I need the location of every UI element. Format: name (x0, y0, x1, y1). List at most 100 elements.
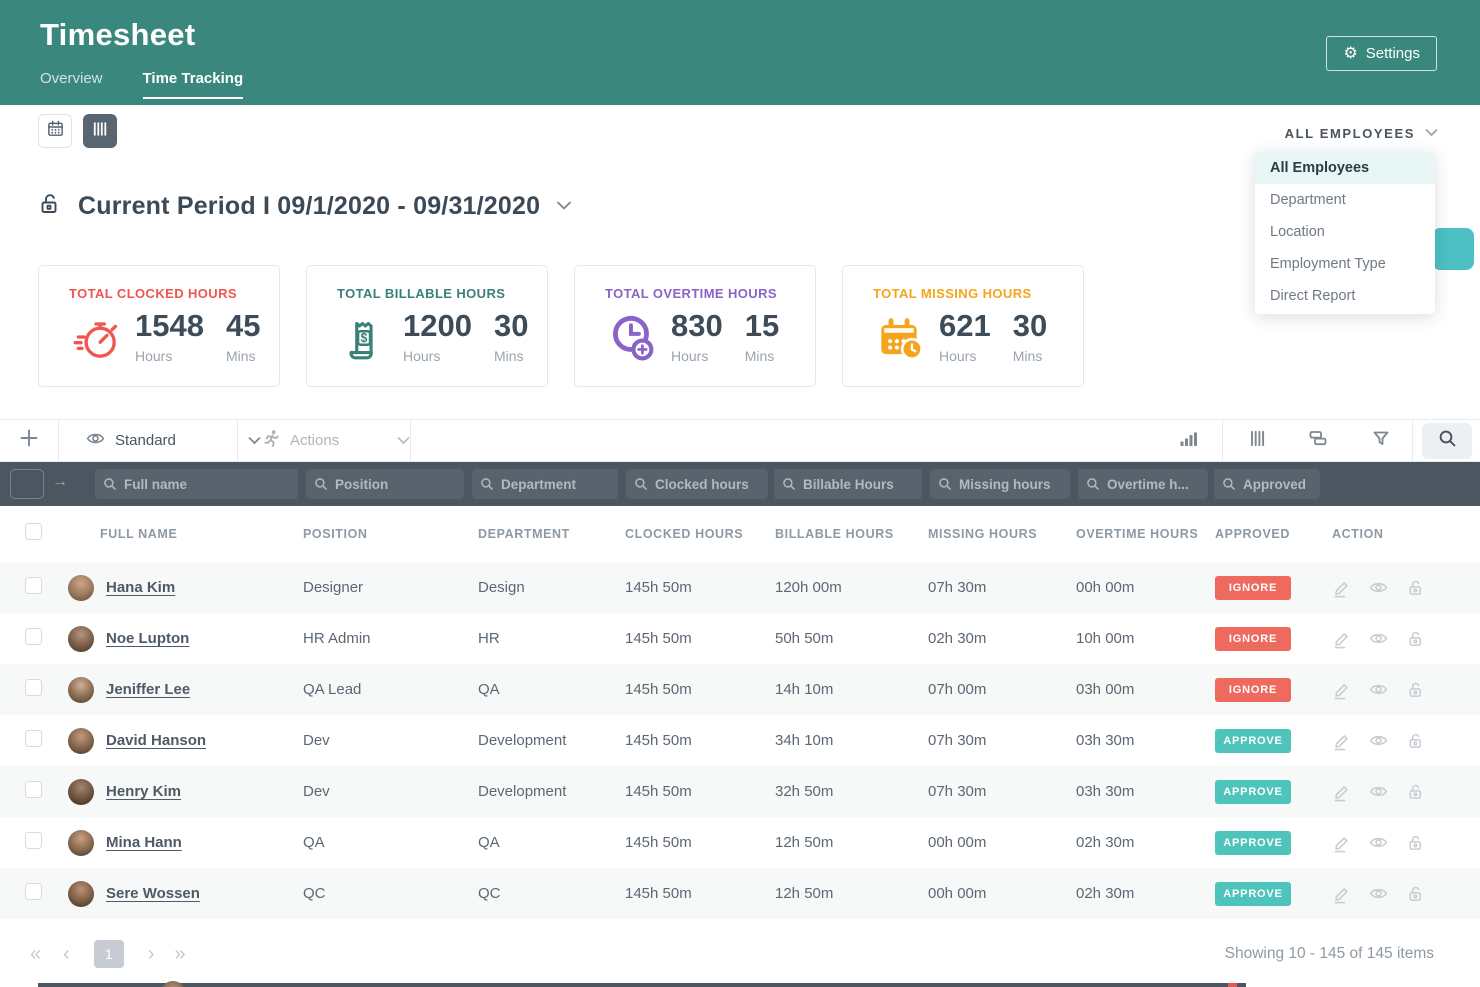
filter-input-billable-hours[interactable] (803, 476, 914, 492)
filter-button[interactable] (1372, 420, 1390, 461)
unlock-icon[interactable] (1406, 833, 1424, 852)
bar-chart-icon (1178, 428, 1199, 454)
employee-name-link[interactable]: Hana Kim (106, 579, 176, 596)
col-clocked-hours[interactable]: CLOCKED HOURS (625, 527, 744, 541)
unlock-icon[interactable] (1406, 884, 1424, 903)
col-overtime-hours[interactable]: OVERTIME HOURS (1076, 527, 1199, 541)
employee-filter-trigger[interactable]: ALL EMPLOYEES (1285, 124, 1438, 142)
employee-name-link[interactable]: Jeniffer Lee (106, 681, 191, 698)
table-header: FULL NAME POSITION DEPARTMENT CLOCKED HO… (0, 506, 1480, 562)
filter-field-department (472, 469, 618, 499)
col-approved[interactable]: APPROVED (1215, 527, 1290, 541)
approval-badge[interactable]: APPROVE (1215, 881, 1291, 906)
view-eye-icon[interactable] (1369, 731, 1388, 750)
edit-icon[interactable] (1332, 680, 1351, 700)
select-all-box[interactable] (10, 469, 44, 499)
view-eye-icon[interactable] (1369, 629, 1388, 648)
employee-name-link[interactable]: Mina Hann (106, 834, 182, 851)
unlock-icon[interactable] (1406, 680, 1424, 699)
avatar (68, 574, 94, 601)
search-button[interactable] (1422, 423, 1472, 459)
tab-overview[interactable]: Overview (40, 70, 103, 87)
unlock-icon[interactable] (1406, 578, 1424, 597)
col-full-name[interactable]: FULL NAME (100, 527, 178, 541)
filter-input-position[interactable] (335, 476, 456, 492)
employee-name-link[interactable]: Sere Wossen (106, 885, 200, 902)
approval-badge[interactable]: IGNORE (1215, 677, 1291, 702)
dropdown-item-direct-report[interactable]: Direct Report (1270, 288, 1356, 304)
period-selector[interactable]: Current Period I 09/1/2020 - 09/31/2020 (38, 192, 572, 221)
chart-view-button[interactable] (1178, 420, 1199, 461)
stat-card-clocked-hours: TOTAL CLOCKED HOURS 1548 Hours 45 Mins (38, 265, 280, 387)
clocked-hours-cell: 145h 50m (625, 783, 692, 800)
row-checkbox[interactable] (25, 679, 42, 696)
edit-icon[interactable] (1332, 782, 1351, 802)
view-eye-icon[interactable] (1369, 833, 1388, 852)
edit-icon[interactable] (1332, 629, 1351, 649)
col-missing-hours[interactable]: MISSING HOURS (928, 527, 1038, 541)
add-entry-button[interactable] (18, 420, 40, 461)
row-checkbox[interactable] (25, 628, 42, 645)
view-selector-dropdown[interactable]: Standard (86, 420, 261, 461)
dropdown-item-all-employees[interactable]: All Employees (1255, 152, 1435, 184)
row-checkbox[interactable] (25, 730, 42, 747)
unlock-icon[interactable] (1406, 629, 1424, 648)
col-department[interactable]: DEPARTMENT (478, 527, 570, 541)
edit-icon[interactable] (1332, 833, 1351, 853)
primary-action-button[interactable] (1432, 228, 1474, 270)
edit-icon[interactable] (1332, 884, 1351, 904)
actions-dropdown[interactable]: Actions (262, 420, 410, 461)
filter-input-overtime-hours[interactable] (1107, 476, 1200, 492)
dropdown-item-location[interactable]: Location (1270, 224, 1325, 240)
approval-badge[interactable]: APPROVE (1215, 779, 1291, 804)
column-view-button[interactable] (83, 114, 117, 148)
view-eye-icon[interactable] (1369, 578, 1388, 597)
current-page-button[interactable]: 1 (93, 940, 124, 968)
missing-hours-cell: 00h 00m (928, 885, 987, 902)
employee-name-link[interactable]: David Hanson (106, 732, 207, 749)
approval-badge[interactable]: IGNORE (1215, 626, 1291, 651)
unlock-icon[interactable] (1406, 782, 1424, 801)
overtime-hours-cell: 02h 30m (1076, 834, 1135, 851)
unlock-icon[interactable] (1406, 731, 1424, 750)
filter-input-clocked-hours[interactable] (655, 476, 760, 492)
prev-page-button[interactable]: ‹ (63, 943, 70, 965)
edit-icon[interactable] (1332, 578, 1351, 598)
filter-input-department[interactable] (501, 476, 610, 492)
filter-input-full-name[interactable] (124, 476, 290, 492)
tab-time-tracking[interactable]: Time Tracking (142, 70, 244, 99)
position-cell: QC (303, 885, 326, 902)
view-eye-icon[interactable] (1369, 782, 1388, 801)
calendar-view-button[interactable] (38, 114, 72, 148)
filter-input-approved[interactable] (1243, 476, 1312, 492)
employee-name-link[interactable]: Henry Kim (106, 783, 182, 800)
group-by-button[interactable] (1308, 420, 1328, 461)
view-eye-icon[interactable] (1369, 680, 1388, 699)
col-position[interactable]: POSITION (303, 527, 368, 541)
column-layout-button[interactable] (1248, 420, 1267, 461)
next-page-button[interactable]: › (147, 943, 155, 965)
edit-icon[interactable] (1332, 731, 1351, 751)
overtime-hours-cell: 10h 00m (1076, 630, 1135, 647)
first-page-button[interactable]: « (30, 943, 42, 965)
approval-badge[interactable]: APPROVE (1215, 728, 1291, 753)
row-checkbox[interactable] (25, 832, 42, 849)
last-page-button[interactable]: » (174, 943, 186, 965)
approval-badge[interactable]: IGNORE (1215, 575, 1291, 600)
approval-badge[interactable]: APPROVE (1215, 830, 1291, 855)
stat-label: TOTAL CLOCKED HOURS (69, 286, 237, 301)
select-all-checkbox[interactable] (25, 523, 42, 540)
filter-input-missing-hours[interactable] (959, 476, 1062, 492)
row-checkbox[interactable] (25, 577, 42, 594)
row-checkbox[interactable] (25, 883, 42, 900)
columns-icon (91, 120, 109, 143)
col-billable-hours[interactable]: BILLABLE HOURS (775, 527, 894, 541)
view-eye-icon[interactable] (1369, 884, 1388, 903)
row-checkbox[interactable] (25, 781, 42, 798)
table-body: Hana Kim Designer Design 145h 50m 120h 0… (0, 562, 1480, 919)
dropdown-item-department[interactable]: Department (1270, 192, 1346, 208)
settings-button[interactable]: ⚙ Settings (1326, 36, 1437, 71)
dropdown-item-employment-type[interactable]: Employment Type (1270, 256, 1386, 272)
employee-name-link[interactable]: Noe Lupton (106, 630, 190, 647)
